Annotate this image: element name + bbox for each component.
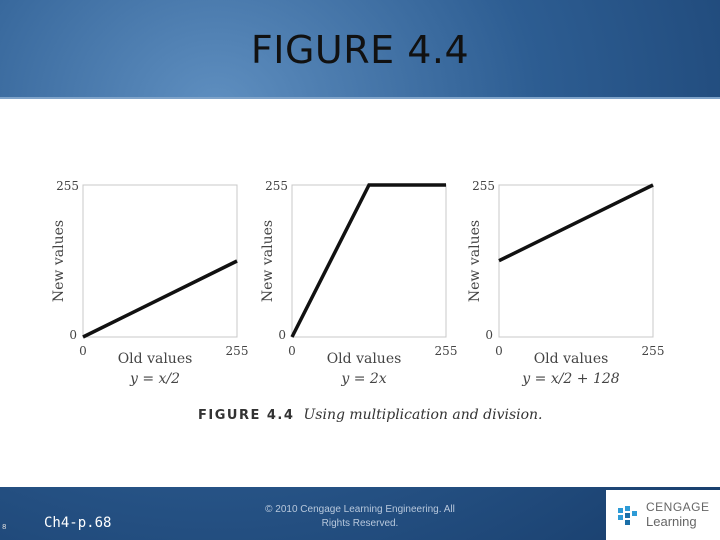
chart-1-plot-frame bbox=[82, 184, 238, 338]
logo-subtitle: Learning bbox=[646, 514, 697, 529]
cengage-logo-icon bbox=[618, 506, 637, 525]
figure-panel: 255 0 0 255 Old values New values y = x/2 255 0 0… bbox=[0, 97, 720, 487]
copyright-notice: © 2010 Cengage Learning Engineering. All… bbox=[265, 504, 455, 529]
cengage-logo: CENGAGE Learning bbox=[606, 490, 720, 540]
chart-1-xlabel: Old values bbox=[118, 351, 193, 367]
chart-2-plot-frame bbox=[291, 184, 447, 338]
chart-3-xtick-min: 0 bbox=[495, 344, 503, 358]
caption-label: FIGURE 4.4 bbox=[198, 408, 295, 423]
slide-footer: 8 Ch4-p.68 © 2010 Cengage Learning Engin… bbox=[0, 485, 720, 540]
logo-wordmark: CENGAGE bbox=[646, 500, 710, 514]
chart-3-xtick-max: 255 bbox=[642, 344, 665, 358]
chart-3-formula: y = x/2 + 128 bbox=[521, 371, 620, 387]
slide-number: 8 bbox=[2, 523, 7, 531]
chart-3-xlabel: Old values bbox=[534, 351, 609, 367]
chart-2-xtick-max: 255 bbox=[435, 344, 458, 358]
chart-1-ytick-min: 0 bbox=[69, 328, 77, 342]
chart-1-ytick-max: 255 bbox=[56, 179, 79, 193]
chart-2-ytick-max: 255 bbox=[265, 179, 288, 193]
chart-1-series-line bbox=[82, 259, 238, 339]
chart-1-ylabel: New values bbox=[51, 220, 67, 302]
chart-3-ylabel: New values bbox=[467, 220, 483, 302]
slide-title: FIGURE 4.4 bbox=[250, 28, 470, 72]
caption-text: Using multiplication and division. bbox=[303, 407, 543, 423]
chart-2-ylabel: New values bbox=[260, 220, 276, 302]
page-reference: Ch4-p.68 bbox=[44, 515, 112, 531]
chart-3-series-line bbox=[498, 183, 654, 263]
chart-3-plot-frame bbox=[498, 184, 654, 338]
chart-2-xlabel: Old values bbox=[327, 351, 402, 367]
chart-2-xtick-min: 0 bbox=[288, 344, 296, 358]
chart-3-ytick-max: 255 bbox=[472, 179, 495, 193]
chart-2-series-line bbox=[290, 183, 446, 338]
chart-1-xtick-max: 255 bbox=[226, 344, 249, 358]
chart-1-formula: y = x/2 bbox=[129, 371, 180, 387]
chart-2-formula: y = 2x bbox=[340, 371, 386, 387]
chart-1-xtick-min: 0 bbox=[79, 344, 87, 358]
figure-caption: FIGURE 4.4 Using multiplication and divi… bbox=[198, 404, 543, 423]
chart-2-ytick-min: 0 bbox=[278, 328, 286, 342]
chart-3-ytick-min: 0 bbox=[485, 328, 493, 342]
